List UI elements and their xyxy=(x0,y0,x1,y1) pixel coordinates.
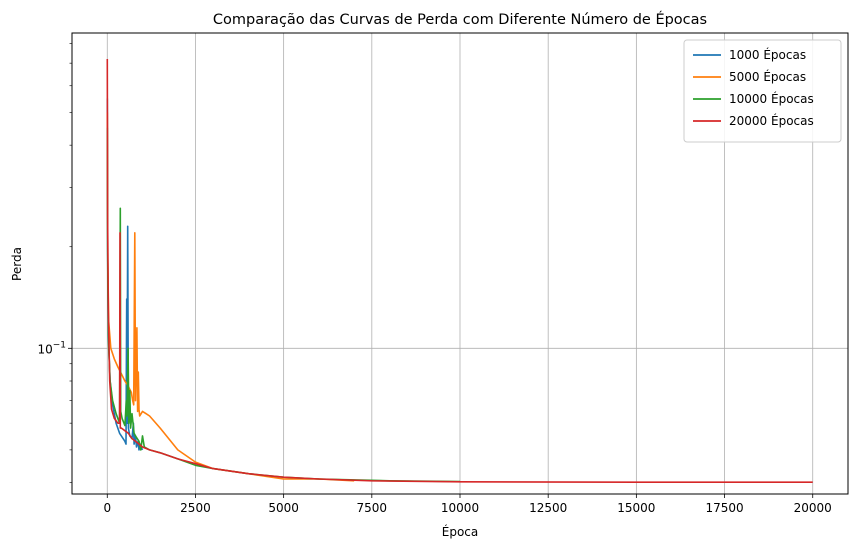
x-tick-label: 0 xyxy=(103,501,111,515)
x-tick-label: 10000 xyxy=(441,501,479,515)
x-tick-label: 17500 xyxy=(705,501,743,515)
series-line xyxy=(106,112,355,482)
legend-entry: 5000 Épocas xyxy=(729,69,806,84)
y-axis-label: Perda xyxy=(10,247,24,281)
legend-entry: 1000 Épocas xyxy=(729,47,806,62)
legend: 1000 Épocas 5000 Épocas 10000 Épocas 20000 … xyxy=(683,39,842,143)
series-line xyxy=(106,58,813,483)
legend-entry: 20000 Épocas xyxy=(729,113,814,128)
x-tick-label: 5000 xyxy=(268,501,299,515)
x-tick-label: 15000 xyxy=(617,501,655,515)
legend-box xyxy=(683,39,842,143)
y-axis-ticks: 10−1 xyxy=(37,43,72,483)
series-line xyxy=(106,98,144,451)
grid-lines xyxy=(72,33,848,494)
x-tick-label: 20000 xyxy=(794,501,832,515)
x-axis-label: Época xyxy=(442,524,479,539)
legend-entry: 10000 Épocas xyxy=(729,91,814,106)
chart-title: Comparação das Curvas de Perda com Difer… xyxy=(213,11,707,28)
x-axis-ticks: 0 2500 5000 7500 10000 12500 15000 17500 20000 xyxy=(103,494,832,515)
x-tick-label: 12500 xyxy=(529,501,567,515)
x-tick-label: 2500 xyxy=(180,501,211,515)
series-layer xyxy=(106,58,813,483)
y-tick-label: 10−1 xyxy=(37,340,66,356)
x-tick-label: 7500 xyxy=(357,501,388,515)
